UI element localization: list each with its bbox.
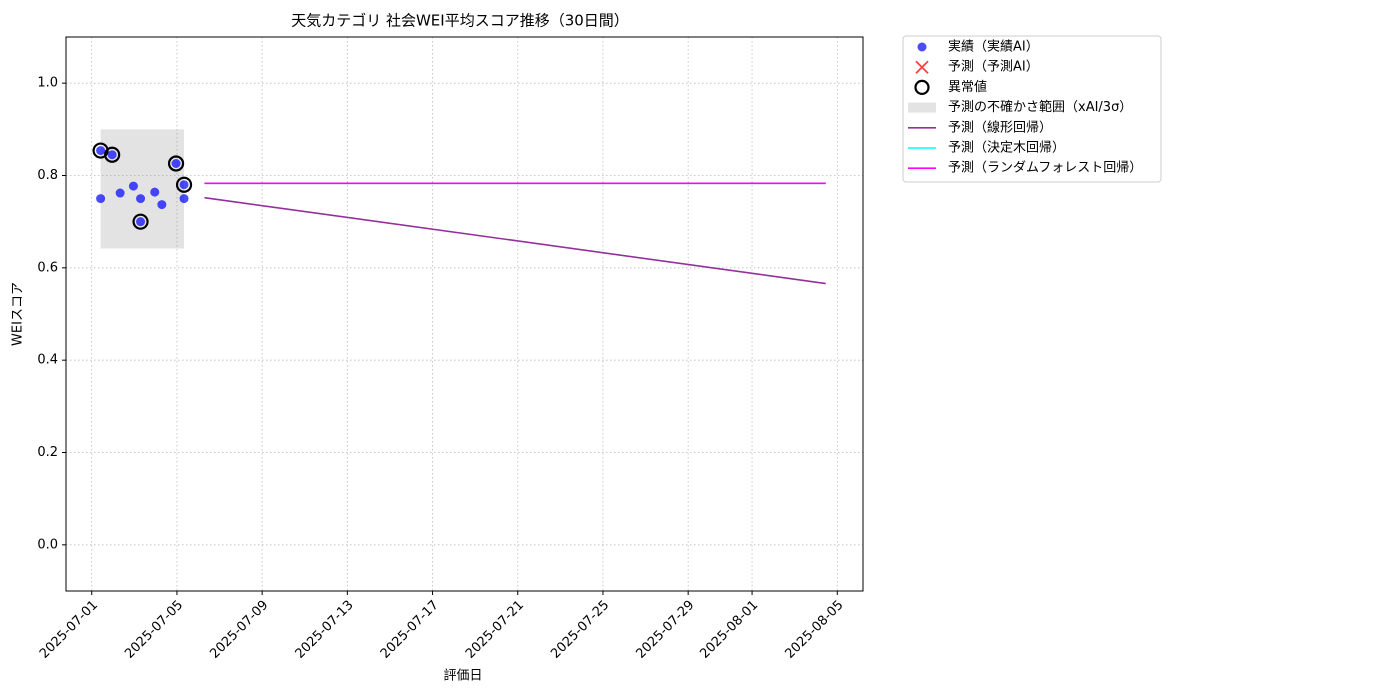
legend-label: 予測の不確かさ範囲（xAI/3σ） (948, 99, 1132, 115)
x-tick-label: 2025-07-17 (378, 598, 442, 662)
y-tick-label: 0.2 (37, 445, 58, 460)
actual-point (136, 217, 146, 227)
legend-marker (917, 42, 927, 52)
anomaly-ring (175, 176, 193, 193)
legend-label: 予測（決定木回帰） (948, 140, 1065, 156)
actual-point (157, 200, 167, 210)
x-tick-label: 2025-07-05 (122, 598, 186, 662)
actual-point (150, 187, 160, 197)
x-tick-label: 2025-08-01 (697, 598, 761, 662)
legend-label: 予測（線形回帰） (948, 119, 1052, 135)
actual-point (179, 194, 189, 204)
anomaly-ring (132, 213, 149, 230)
legend-marker (908, 102, 936, 113)
uncertainty-band (100, 129, 185, 249)
legend-label: 実績（実績AI） (948, 39, 1039, 55)
anomaly-ring (104, 146, 121, 163)
y-tick-label: 0.4 (37, 353, 58, 368)
y-tick-label: 1.0 (37, 76, 58, 91)
actual-point (171, 158, 181, 168)
x-tick-label: 2025-07-09 (207, 598, 271, 662)
y-axis-label: WEIスコア (11, 282, 26, 346)
x-tick-label: 2025-07-01 (37, 598, 101, 662)
x-tick-label: 2025-07-13 (293, 598, 357, 662)
y-tick-label: 0.8 (37, 168, 58, 183)
prediction-line (204, 196, 826, 285)
legend-marker (914, 79, 930, 96)
anomaly-ring (167, 155, 185, 172)
actual-point (128, 181, 138, 191)
x-tick-label: 2025-07-25 (548, 598, 612, 662)
legend-frame (902, 35, 1162, 183)
actual-point (115, 188, 125, 198)
y-tick-label: 0.6 (37, 260, 58, 275)
legend-marker (915, 60, 929, 74)
y-tick-label: 0.0 (37, 537, 58, 552)
actual-point (136, 194, 146, 204)
plot-frame (65, 36, 864, 592)
x-axis-label: 評価日 (443, 669, 482, 684)
actual-point (179, 180, 189, 190)
x-tick-label: 2025-07-29 (633, 598, 697, 662)
chart-title: 天気カテゴリ 社会WEI平均スコア推移（30日間） (291, 12, 629, 30)
legend-label: 異常値 (948, 79, 987, 95)
actual-point (96, 194, 106, 204)
actual-point (96, 146, 106, 156)
grid (66, 37, 863, 591)
actual-point (107, 150, 117, 160)
legend-label: 予測（予測AI） (948, 60, 1039, 75)
x-tick-label: 2025-07-21 (463, 598, 527, 662)
x-tick-label: 2025-08-05 (783, 598, 847, 662)
legend-label: 予測（ランダムフォレスト回帰） (948, 160, 1142, 176)
